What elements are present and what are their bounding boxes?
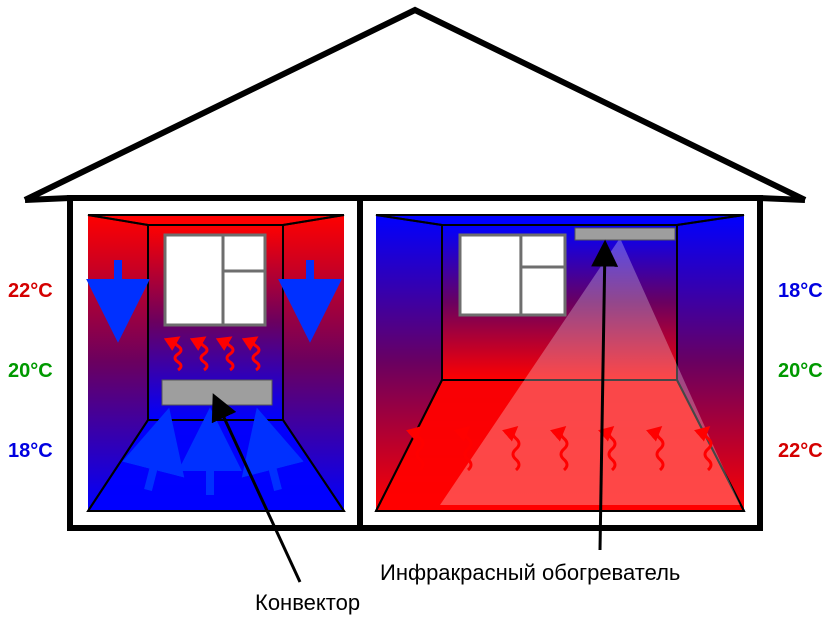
caption-ir: Инфракрасный обогреватель <box>380 560 680 586</box>
temp-left-0: 22°C <box>8 280 53 303</box>
temp-right-2: 22°C <box>778 440 823 463</box>
temp-left-2: 18°C <box>8 440 53 463</box>
temp-right-0: 18°C <box>778 280 823 303</box>
ir-heater <box>575 228 675 240</box>
heating-diagram <box>0 0 831 620</box>
caption-convector: Конвектор <box>255 590 360 616</box>
temp-right-1: 20°C <box>778 360 823 383</box>
temp-left-1: 20°C <box>8 360 53 383</box>
